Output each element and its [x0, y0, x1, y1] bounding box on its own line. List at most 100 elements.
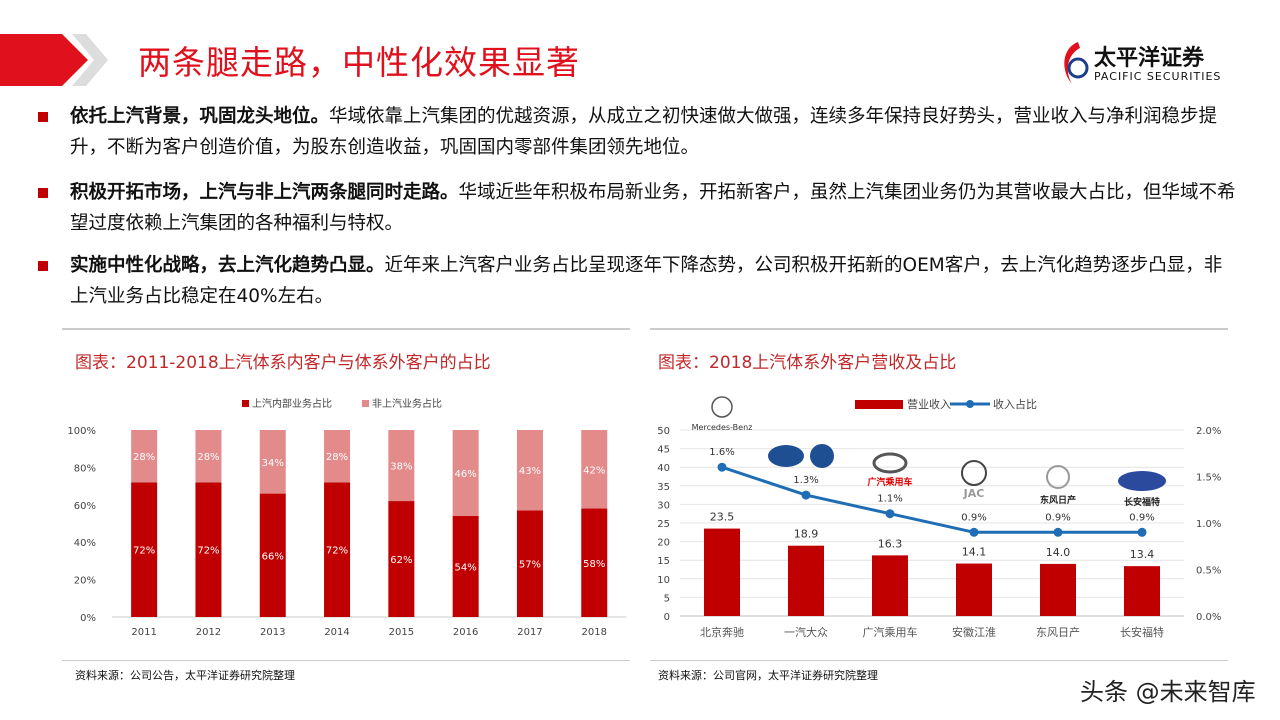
- bullet-heading: 实施中性化战略，去上汽化趋势凸显。: [70, 255, 385, 276]
- logo-icon: [1064, 42, 1089, 84]
- y2-tick-label: 0.0%: [1196, 612, 1221, 623]
- faw-logo-icon: [768, 445, 804, 467]
- y-tick-label: 5: [664, 593, 670, 604]
- mercedes-star-icon: [711, 396, 733, 418]
- legend-swatch: [855, 400, 903, 409]
- watermark: 头条 @未来智库: [1080, 678, 1256, 706]
- data-label: 66%: [262, 551, 284, 562]
- right-combo-chart: 0 5 10 15 20 25 30 35 40 45 50 0.0% 0.5% 1.0% 1.5% 2.0%…: [657, 396, 1221, 639]
- data-label: 43%: [519, 466, 541, 477]
- y-tick-label: 30: [657, 500, 670, 511]
- logo-en: PACIFIC SECURITIES: [1094, 70, 1222, 83]
- logo-cn: 太平洋证券: [1094, 46, 1205, 71]
- vw-logo-icon: [810, 444, 834, 468]
- logo-text: 长安福特: [1124, 496, 1160, 508]
- line-marker: [717, 462, 727, 472]
- logo-text: Mercedes-Benz: [692, 423, 753, 432]
- bullet-text: 华域依靠上汽集团的优越资源，从成立之初快速做大做强，连续多年保持良好势头，营业收…: [70, 106, 1218, 158]
- left-chart-title: 图表：2011-2018上汽体系内客户与体系外客户的占比: [75, 353, 491, 373]
- data-label: 46%: [455, 469, 477, 480]
- bar-segment: [516, 430, 543, 511]
- y-tick-label: 25: [657, 519, 670, 530]
- nissan-logo-icon: [1046, 465, 1070, 489]
- bar-segment: [516, 510, 543, 617]
- bar-segment: [324, 430, 351, 483]
- y-tick-label: 50: [657, 426, 670, 437]
- x-tick-label: 2015: [389, 627, 414, 638]
- data-label: 38%: [390, 462, 412, 473]
- bullet-heading: 依托上汽背景，巩固龙头地位。: [70, 106, 330, 127]
- y2-tick-label: 1.0%: [1196, 519, 1221, 530]
- data-label: 42%: [583, 465, 605, 476]
- data-label: 28%: [197, 452, 219, 463]
- left-chart-source: 资料来源：公司公告，太平洋证券研究院整理: [75, 669, 295, 682]
- x-tick-label: 2013: [260, 627, 285, 638]
- bar-segment: [324, 482, 351, 617]
- bullet-3: 实施中性化战略，去上汽化趋势凸显。近年来上汽客户业务占比呈现逐年下降态势，公司积…: [38, 250, 1238, 312]
- legend-label: 收入占比: [993, 397, 1037, 411]
- left-stacked-bar-chart: 0% 20% 40% 60% 80% 100% 上汽内部业务占比 非上汽业务占比 72% 28% 2…: [67, 397, 627, 638]
- x-tick-label: 北京奔驰: [700, 625, 744, 639]
- brand-logo-0: Mercedes-Benz: [692, 396, 753, 432]
- legend-label: 营业收入: [907, 397, 951, 411]
- y-tick-label: 45: [657, 445, 670, 456]
- header-chevron: [0, 34, 110, 90]
- bar-segment: [259, 430, 286, 494]
- y-tick-label: 40: [657, 463, 670, 474]
- bar: [956, 563, 992, 616]
- bar-data-label: 16.3: [878, 537, 903, 550]
- bar-segment: [131, 430, 158, 483]
- bar: [704, 528, 740, 616]
- data-label: 28%: [133, 452, 155, 463]
- line-marker: [1053, 527, 1063, 537]
- bar: [1040, 563, 1076, 616]
- data-label: 57%: [519, 560, 541, 571]
- data-label: 58%: [583, 559, 605, 570]
- bullet-heading: 积极开拓市场，上汽与非上汽两条腿同时走路。: [70, 182, 459, 203]
- y-tick-label: 100%: [67, 426, 96, 437]
- bullet-text: 近年来上汽客户业务占比呈现逐年下降态势，公司积极开拓新的OEM客户，去上汽化趋势…: [70, 255, 1223, 307]
- line-series: [721, 465, 1142, 534]
- brand-logo-1: [768, 444, 834, 468]
- bar-data-label: 13.4: [1130, 548, 1155, 561]
- line-data-label: 1.6%: [709, 447, 734, 458]
- bar: [1124, 566, 1160, 616]
- logo-text: 东风日产: [1040, 494, 1076, 506]
- bar-data-label: 18.9: [794, 528, 819, 541]
- data-label: 72%: [326, 546, 348, 557]
- right-chart-source: 资料来源：公司官网，太平洋证券研究院整理: [658, 669, 878, 682]
- page-title: 两条腿走路，中性化效果显著: [138, 43, 580, 82]
- x-tick-label: 广汽乘用车: [863, 625, 918, 639]
- bar-segment: [452, 516, 479, 617]
- bar-segment: [259, 493, 286, 617]
- x-tick-label: 2011: [131, 627, 156, 638]
- data-label: 34%: [262, 458, 284, 469]
- divider: [62, 328, 630, 330]
- line-data-label: 0.9%: [961, 512, 986, 523]
- bullet-1: 依托上汽背景，巩固龙头地位。华域依靠上汽集团的优越资源，从成立之初快速做大做强，…: [38, 101, 1238, 163]
- line-marker: [969, 527, 979, 537]
- bar-segment: [131, 482, 158, 617]
- bar-segment: [581, 430, 608, 509]
- y2-tick-label: 2.0%: [1196, 426, 1221, 437]
- logo-text: JAC: [963, 487, 985, 500]
- line-data-label: 1.1%: [877, 494, 902, 505]
- bar-segment: [581, 508, 608, 617]
- y-tick-label: 10: [657, 575, 670, 586]
- brand-logo-3: JAC: [961, 460, 987, 500]
- x-tick-label: 2017: [517, 627, 542, 638]
- jac-logo-icon: [961, 460, 987, 486]
- gac-logo-icon: [872, 452, 908, 474]
- legend-label: 非上汽业务占比: [372, 397, 442, 410]
- x-tick-label: 长安福特: [1120, 625, 1164, 639]
- legend-label: 上汽内部业务占比: [252, 397, 332, 410]
- data-label: 72%: [197, 546, 219, 557]
- y-tick-label: 60%: [74, 501, 96, 512]
- line-data-label: 1.3%: [793, 475, 818, 486]
- y-tick-label: 15: [657, 556, 670, 567]
- y-tick-label: 20%: [74, 576, 96, 587]
- bullet-text: 华域近些年积极布局新业务，开拓新客户，虽然上汽集团业务仍为其营收最大占比，但华域…: [70, 182, 1236, 234]
- y-tick-label: 0%: [80, 613, 96, 624]
- bar-data-label: 14.1: [962, 546, 987, 559]
- bar-data-label: 23.5: [710, 511, 735, 524]
